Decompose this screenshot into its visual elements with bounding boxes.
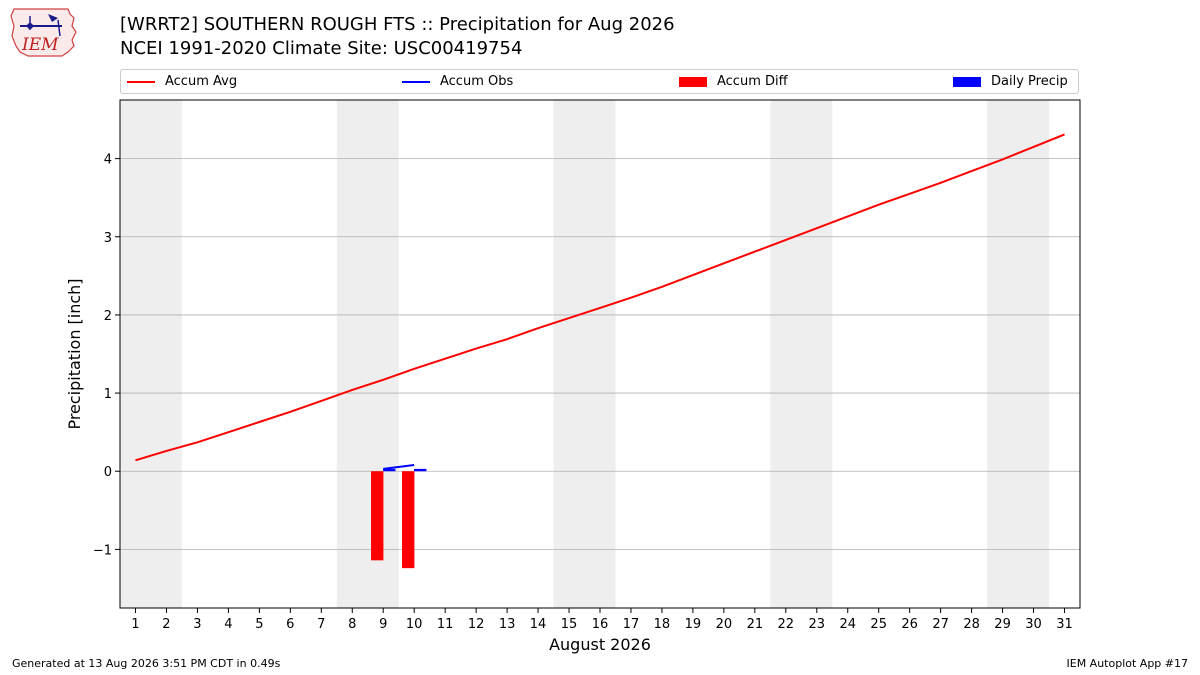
x-tick-label: 23 bbox=[809, 617, 826, 632]
chart-title-line2: NCEI 1991-2020 Climate Site: USC00419754 bbox=[120, 38, 523, 59]
x-tick-label: 8 bbox=[348, 617, 356, 632]
weekend-band bbox=[120, 100, 182, 608]
chart-title-line1: [WRRT2] SOUTHERN ROUGH FTS :: Precipitat… bbox=[120, 14, 675, 35]
legend-label: Accum Avg bbox=[165, 74, 238, 89]
x-tick-label: 19 bbox=[685, 617, 702, 632]
x-tick-label: 9 bbox=[379, 617, 387, 632]
x-tick-label: 18 bbox=[654, 617, 671, 632]
generated-timestamp: Generated at 13 Aug 2026 3:51 PM CDT in … bbox=[12, 657, 281, 670]
x-tick-label: 13 bbox=[499, 617, 516, 632]
plot-frame bbox=[119, 99, 1081, 609]
y-tick-label: −1 bbox=[93, 543, 112, 558]
x-tick-label: 30 bbox=[1025, 617, 1042, 632]
legend-swatch-accum-diff bbox=[679, 77, 707, 87]
x-tick-label: 16 bbox=[592, 617, 609, 632]
y-tick-label: 1 bbox=[104, 387, 112, 402]
x-tick-label: 26 bbox=[901, 617, 918, 632]
logo-text: IEM bbox=[21, 35, 59, 55]
legend-swatch-accum-avg bbox=[127, 81, 155, 83]
y-tick-label: 2 bbox=[104, 309, 112, 324]
accum-obs-line bbox=[383, 463, 415, 470]
y-tick-label: 0 bbox=[104, 465, 112, 480]
iem-logo: IEM bbox=[8, 6, 82, 58]
x-tick-label: 27 bbox=[932, 617, 949, 632]
x-tick-label: 7 bbox=[317, 617, 325, 632]
daily-precip-bar bbox=[383, 468, 396, 472]
x-tick-label: 24 bbox=[839, 617, 856, 632]
x-tick-label: 15 bbox=[561, 617, 578, 632]
x-tick-label: 5 bbox=[255, 617, 263, 632]
legend-label: Daily Precip bbox=[991, 74, 1068, 89]
daily-precip-bar bbox=[414, 468, 427, 472]
x-tick-label: 14 bbox=[530, 617, 547, 632]
y-axis-label: Precipitation [inch] bbox=[65, 278, 84, 429]
legend-swatch-accum-obs bbox=[402, 81, 430, 83]
accum-avg-line bbox=[135, 133, 1065, 462]
weekend-band bbox=[336, 100, 399, 608]
accum-diff-bar bbox=[402, 471, 415, 569]
x-tick-label: 20 bbox=[716, 617, 733, 632]
x-axis-label: August 2026 bbox=[549, 635, 651, 654]
legend-label: Accum Obs bbox=[440, 74, 514, 89]
chart-title: [WRRT2] SOUTHERN ROUGH FTS :: Precipitat… bbox=[120, 13, 675, 61]
x-tick-label: 4 bbox=[224, 617, 232, 632]
x-tick-label: 10 bbox=[406, 617, 423, 632]
x-tick-label: 12 bbox=[468, 617, 485, 632]
autoplot-app-label: IEM Autoplot App #17 bbox=[1066, 657, 1189, 670]
x-tick-label: 21 bbox=[747, 617, 764, 632]
x-tick-label: 6 bbox=[286, 617, 294, 632]
x-tick-label: 22 bbox=[778, 617, 795, 632]
chart-legend: Accum Avg Accum Obs Accum Diff Daily Pre… bbox=[120, 69, 1079, 94]
weekend-band bbox=[987, 100, 1050, 608]
x-tick-label: 11 bbox=[437, 617, 454, 632]
x-tick-label: 28 bbox=[963, 617, 980, 632]
legend-swatch-daily-precip bbox=[953, 77, 981, 87]
x-tick-label: 3 bbox=[193, 617, 201, 632]
x-tick-label: 25 bbox=[870, 617, 887, 632]
weekend-band bbox=[553, 100, 616, 608]
x-tick-label: 31 bbox=[1056, 617, 1073, 632]
x-tick-label: 1 bbox=[131, 617, 139, 632]
y-tick-label: 4 bbox=[104, 153, 112, 168]
accum-diff-bar bbox=[371, 471, 384, 561]
x-tick-label: 29 bbox=[994, 617, 1011, 632]
y-tick-label: 3 bbox=[104, 231, 112, 246]
x-tick-label: 17 bbox=[623, 617, 640, 632]
weekend-band bbox=[770, 100, 833, 608]
legend-label: Accum Diff bbox=[717, 74, 788, 89]
x-tick-label: 2 bbox=[162, 617, 170, 632]
